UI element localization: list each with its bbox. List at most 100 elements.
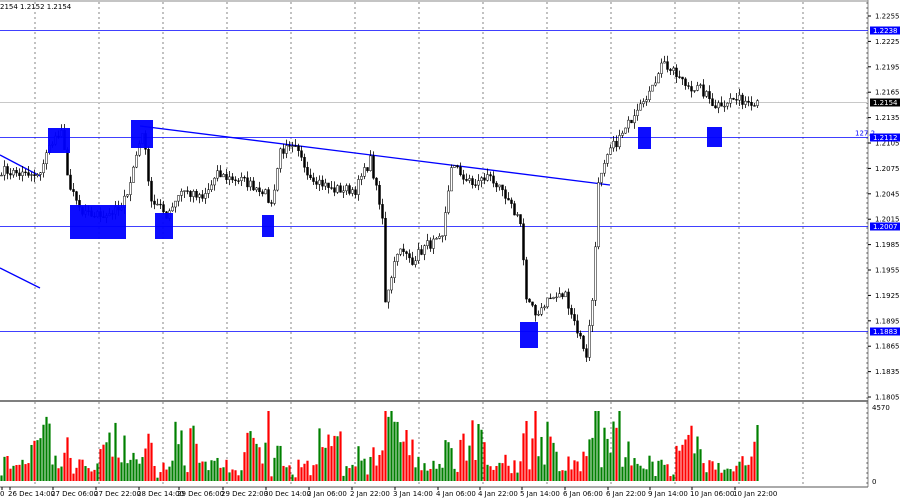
candle-body [258,187,261,193]
price-tick-label: 1.1955 [875,267,900,275]
candle-body [489,174,492,177]
price-tick-label: 1.1895 [875,317,900,325]
candle-body [750,102,753,106]
candle-body [696,85,699,91]
candle-body [684,78,687,86]
candle-body [540,307,543,315]
candle-body [399,248,402,255]
candle-body [312,177,315,182]
candle-body [45,152,48,165]
candle-body [150,180,153,202]
time-tick-label: 6 Jan 06:00 [563,490,603,498]
candle-body [396,253,399,262]
candle-body [609,147,612,155]
candle-body [219,170,222,178]
level-price-label: 1.1883 [873,328,898,336]
candle-body [414,260,417,265]
candle-body [18,172,21,176]
candle-body [480,177,483,181]
candle-body [294,145,297,147]
candle-body [450,167,453,192]
candle-body [6,166,9,174]
price-tick-label: 1.1925 [875,292,900,300]
candle-body [360,176,363,180]
candle-body [162,204,165,213]
candle-body [549,297,552,300]
candle-body [270,202,273,204]
candle-body [648,90,651,100]
candle-body [234,179,237,181]
candle-body [702,84,705,97]
candle-body [3,166,6,176]
signal-marker [520,322,538,348]
time-tick-label: 4 Jan 06:00 [436,490,476,498]
candle-body [666,61,669,70]
candle-body [0,174,3,177]
candle-body [462,174,465,180]
candle-body [390,277,393,291]
candle-body [492,175,495,184]
time-tick-label: 28 Dec 14:00 [137,490,184,498]
candle-body [630,119,633,124]
candle-body [546,297,549,308]
candle-body [69,174,72,190]
candle-body [582,335,585,349]
candle-body [495,182,498,188]
candle-body [621,132,624,136]
candle-body [504,189,507,199]
current-price-label: 1.2154 [873,99,898,107]
candle-body [429,240,432,249]
candle-body [519,214,522,225]
candle-body [228,176,231,180]
candle-body [306,167,309,176]
candle-body [576,320,579,334]
candle-body [558,293,561,298]
candle-body [726,102,729,107]
candle-body [324,182,327,187]
candle-body [723,105,726,108]
time-tick-label: 29 Dec 06:00 [177,490,224,498]
candle-body [717,102,720,109]
time-tick-label: 5 Jan 14:00 [520,490,560,498]
candle-body [255,187,258,191]
candle-body [600,172,603,183]
candle-body [756,100,759,106]
volume-max-label: 4570 [872,404,890,412]
candle-body [15,170,18,174]
candle-body [339,185,342,193]
candle-body [276,168,279,191]
candle-body [195,190,198,198]
candle-body [753,105,756,107]
price-tick-label: 1.1985 [875,241,900,249]
candle-body [465,179,468,181]
candle-body [687,85,690,87]
current-price-tag [870,98,900,107]
candle-body [189,191,192,197]
fibo-level-label: 127.2 [855,130,875,138]
candle-body [591,300,594,326]
candle-body [366,167,369,171]
candle-body [663,61,666,64]
candle-body [555,296,558,299]
candle-body [267,189,270,203]
candle-body [303,157,306,168]
candle-body [393,261,396,278]
candle-body [249,180,252,188]
candle-body [639,103,642,111]
price-tick-label: 1.2255 [875,13,900,21]
price-tick-label: 1.1805 [875,394,900,402]
price-tick-label: 1.1835 [875,368,900,376]
candle-body [711,98,714,106]
candle-body [402,248,405,252]
candle-body [486,174,489,181]
candle-body [156,203,159,206]
candle-body [534,305,537,316]
candle-body [240,177,243,181]
candle-body [405,251,408,254]
candle-body [597,182,600,248]
candle-body [363,167,366,177]
time-tick-label: 30 Dec 14:00 [264,490,311,498]
candle-body [222,174,225,178]
